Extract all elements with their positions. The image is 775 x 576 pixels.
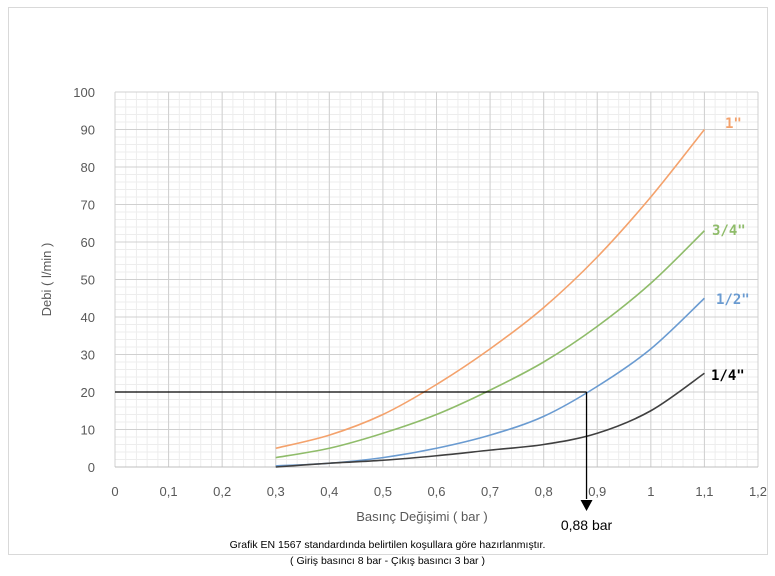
x-tick-label: 0,9: [588, 484, 606, 499]
y-tick-label: 100: [73, 85, 95, 100]
caption-line-1: Grafik EN 1567 standardında belirtilen k…: [229, 539, 546, 551]
y-tick-label: 90: [81, 123, 95, 138]
x-tick-label: 0,1: [160, 484, 178, 499]
y-tick-label: 0: [88, 460, 95, 475]
y-axis-title: Debi ( l/min ): [39, 243, 54, 317]
caption-line-2: ( Giriş basıncı 8 bar - Çıkış basıncı 3 …: [290, 555, 485, 567]
x-tick-label: 0: [111, 484, 118, 499]
y-tick-label: 60: [81, 235, 95, 250]
series-label: 1": [725, 116, 742, 132]
x-tick-label: 0,7: [481, 484, 499, 499]
chart-frame: [8, 7, 768, 555]
x-tick-label: 0,3: [267, 484, 285, 499]
x-tick-label: 0,4: [320, 484, 338, 499]
x-tick-label: 1,1: [695, 484, 713, 499]
y-tick-label: 40: [81, 310, 95, 325]
x-tick-label: 0,2: [213, 484, 231, 499]
annotation-arrow-head: [580, 500, 593, 511]
x-tick-label: 0,6: [427, 484, 445, 499]
x-tick-label: 1: [647, 484, 654, 499]
x-tick-label: 1,2: [749, 484, 767, 499]
series-line: [275, 230, 705, 459]
x-tick-label: 0,8: [535, 484, 553, 499]
series-label: 1/4": [711, 368, 745, 384]
y-tick-label: 20: [81, 385, 95, 400]
y-tick-label: 30: [81, 348, 95, 363]
y-tick-label: 10: [81, 423, 95, 438]
x-tick-label: 0,5: [374, 484, 392, 499]
series-label: 3/4": [712, 223, 746, 239]
x-axis-title: Basınç Değişimi ( bar ): [356, 509, 487, 524]
y-tick-label: 70: [81, 198, 95, 213]
series-line: [275, 129, 706, 450]
y-tick-label: 50: [81, 273, 95, 288]
y-tick-label: 80: [81, 160, 95, 175]
series-line: [275, 372, 705, 468]
series-label: 1/2": [716, 292, 750, 308]
annotation-label: 0,88 bar: [561, 517, 613, 533]
